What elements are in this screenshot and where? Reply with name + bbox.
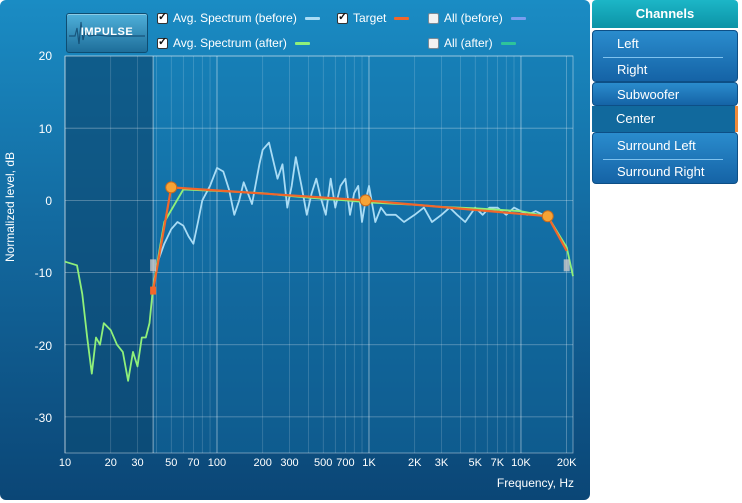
channels-sidebar: Channels	[592, 0, 738, 28]
legend-swatch	[294, 41, 310, 45]
impulse-button-label: IMPULSE	[80, 26, 134, 38]
x-tick-label: 5K	[468, 457, 482, 469]
x-tick-label: 100	[207, 457, 227, 469]
channel-center[interactable]: Center	[592, 106, 738, 132]
x-tick-label: 10K	[511, 457, 531, 469]
x-tick-label: 2K	[407, 457, 422, 469]
legend-label: All (before)	[444, 11, 503, 25]
legend-avg-before[interactable]: ✓ Avg. Spectrum (before)	[157, 11, 320, 25]
channel-group-front: Left Right	[592, 30, 738, 82]
divider	[603, 57, 723, 58]
x-tick-label: 300	[280, 457, 299, 469]
x-tick-label: 500	[314, 457, 333, 469]
checkbox-icon[interactable]: ✓	[337, 10, 348, 24]
x-tick-label: 3K	[434, 457, 449, 469]
y-tick-label: 20	[38, 49, 52, 63]
target-handle	[541, 210, 554, 223]
x-tick-label: 70	[187, 457, 200, 469]
selection-marker	[735, 106, 738, 132]
x-tick-label: 20K	[556, 457, 577, 469]
x-tick-label: 30	[131, 457, 144, 469]
legend-all-before[interactable]: All (before)	[428, 11, 526, 25]
y-tick-label: -10	[34, 266, 52, 280]
channel-surround-right[interactable]: Surround Right	[617, 164, 705, 179]
legend-target[interactable]: ✓ Target	[337, 10, 410, 25]
y-tick-label: -30	[34, 411, 52, 425]
y-tick-label: 0	[45, 194, 52, 208]
x-tick-label: 7K	[490, 457, 505, 469]
channel-subwoofer[interactable]: Subwoofer	[617, 87, 680, 102]
x-tick-label: 20	[104, 457, 117, 469]
legend-label: Avg. Spectrum (after)	[173, 36, 287, 50]
range-handle-left	[150, 259, 157, 272]
x-tick-label: 1K	[362, 457, 376, 469]
channel-left[interactable]: Left	[617, 36, 639, 51]
x-tick-label: 10	[58, 457, 72, 469]
waveform-icon	[69, 21, 145, 45]
spectrum-panel: IMPULSE ✓ Avg. Spectrum (before) ✓ Targe…	[0, 0, 590, 500]
legend-swatch	[510, 16, 526, 20]
divider	[603, 159, 723, 160]
legend-swatch	[394, 16, 410, 20]
channel-surround-left[interactable]: Surround Left	[617, 138, 696, 153]
channel-center-label: Center	[616, 111, 656, 126]
checkbox-icon[interactable]: ✓	[157, 35, 168, 49]
impulse-button[interactable]: IMPULSE	[66, 13, 148, 53]
plot-frame	[64, 55, 574, 454]
legend-all-after[interactable]: All (after)	[428, 36, 516, 50]
legend-label: Avg. Spectrum (before)	[173, 11, 297, 25]
checkbox-icon[interactable]: ✓	[157, 10, 168, 24]
target-handle	[150, 286, 157, 295]
legend-label: Target	[353, 11, 387, 25]
x-tick-label: 200	[253, 457, 272, 469]
x-tick-label: 50	[165, 457, 178, 469]
channel-group-sub: Subwoofer	[592, 82, 738, 106]
channel-right[interactable]: Right	[617, 62, 648, 77]
legend-avg-after[interactable]: ✓ Avg. Spectrum (after)	[157, 36, 310, 50]
y-tick-label: -20	[34, 339, 52, 353]
y-axis-label: Normalized level, dB	[3, 151, 17, 263]
range-handle-right	[563, 259, 570, 272]
frequency-response-chart	[64, 55, 574, 454]
checkbox-icon[interactable]	[428, 37, 439, 49]
series-avg-spectrum-before	[155, 141, 548, 266]
x-axis-label: Frequency, Hz	[496, 476, 574, 490]
legend-label: All (after)	[444, 36, 493, 50]
excluded-region	[65, 56, 154, 453]
target-handle	[359, 194, 372, 207]
legend-swatch	[500, 41, 516, 45]
target-handle	[165, 181, 178, 194]
channels-header: Channels	[592, 0, 738, 28]
checkbox-icon[interactable]	[428, 12, 439, 24]
legend-swatch	[304, 16, 320, 20]
x-tick-label: 700	[336, 457, 355, 469]
channel-group-surround: Surround Left Surround Right	[592, 132, 738, 184]
y-tick-label: 10	[38, 122, 52, 136]
